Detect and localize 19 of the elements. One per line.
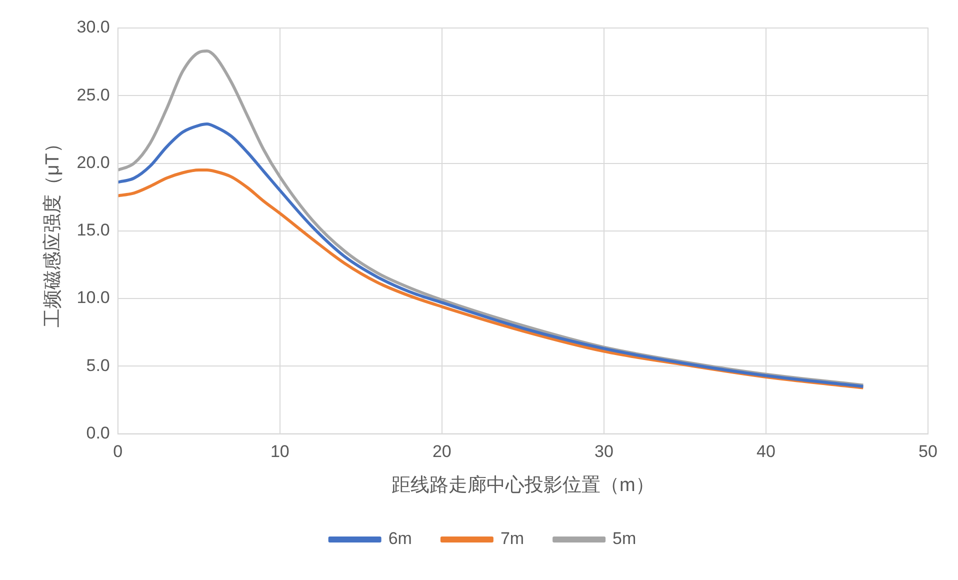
y-tick-label: 0.0: [86, 423, 110, 442]
x-tick-label: 40: [756, 442, 776, 461]
x-tick-label: 30: [594, 442, 614, 461]
x-tick-label: 0: [113, 442, 123, 461]
y-tick-label: 25.0: [76, 85, 110, 104]
legend-label: 5m: [612, 529, 636, 548]
x-tick-label: 50: [918, 442, 938, 461]
y-tick-label: 15.0: [76, 220, 110, 240]
y-axis-title: 工频磁感应强度（μT）: [42, 134, 64, 328]
legend-label: 6m: [388, 529, 412, 548]
x-tick-label: 20: [432, 442, 452, 461]
y-tick-label: 30.0: [76, 18, 110, 37]
y-tick-label: 20.0: [76, 152, 110, 172]
y-tick-label: 5.0: [86, 356, 110, 375]
x-axis-title: 距线路走廊中心投影位置（m）: [392, 474, 654, 496]
line-series: [118, 122, 865, 388]
y-tick-label: 10.0: [76, 288, 110, 308]
legend-label: 7m: [500, 529, 524, 548]
x-tick-label: 10: [270, 442, 290, 461]
